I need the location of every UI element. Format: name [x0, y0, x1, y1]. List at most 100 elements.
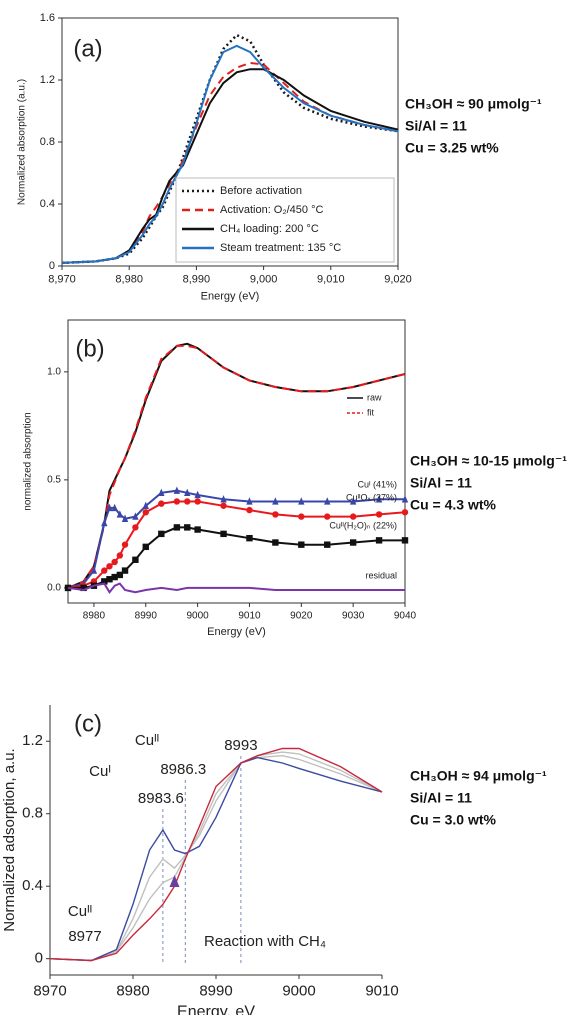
data-point [375, 495, 383, 503]
data-point [220, 495, 227, 503]
data-point [158, 500, 165, 507]
y-tick-label: 0.4 [40, 198, 55, 210]
data-point [158, 530, 165, 538]
side-note: CH₃OH ≈ 94 μmolg⁻¹ [410, 768, 547, 784]
data-point [158, 488, 165, 497]
x-tick-label: 8,970 [48, 274, 76, 286]
data-line [61, 68, 399, 264]
data-point [106, 563, 113, 570]
x-axis-label: Energy (eV) [207, 626, 266, 638]
data-point [324, 541, 331, 548]
data-point [184, 524, 191, 531]
data-point [272, 539, 279, 546]
y-tick-label: 0.0 [47, 583, 61, 594]
data-line [67, 344, 406, 589]
data-point [173, 524, 181, 531]
data-point [142, 501, 149, 509]
data-point [173, 486, 181, 494]
data-point [194, 526, 201, 533]
y-tick-label: 1.0 [47, 366, 61, 377]
annotation: Cuᴵᴵ [135, 732, 159, 749]
data-point [349, 497, 357, 505]
x-tick-label: 9,020 [384, 274, 412, 286]
data-line [61, 44, 399, 264]
data-point [173, 498, 181, 505]
y-axis-label: normalized absorption [23, 412, 34, 510]
legend-label: CH₄ loading: 200 °C [220, 223, 319, 235]
legend-label: fit [367, 407, 375, 417]
data-point [246, 534, 253, 542]
data-point [272, 497, 279, 505]
data-point [298, 513, 305, 520]
x-tick-label: 8990 [199, 982, 232, 999]
y-axis-label: Normalized absorption (a.u.) [17, 79, 28, 205]
data-point [90, 566, 98, 574]
arrow-head [169, 875, 180, 887]
data-point [220, 502, 227, 509]
data-point [111, 573, 118, 581]
data-point [324, 513, 331, 520]
series-label: Cuᴵᴵ(H₂O)ₙ (22%) [329, 521, 397, 531]
y-tick-label: 0.8 [22, 805, 43, 822]
x-tick-label: 8,990 [183, 274, 211, 286]
plot-frame [67, 319, 406, 604]
data-point [349, 513, 357, 520]
side-note: Si/Al = 11 [405, 118, 467, 134]
x-tick-label: 9030 [342, 611, 365, 622]
data-point [401, 537, 409, 544]
x-tick-label: 8,980 [115, 274, 143, 286]
x-tick-label: 9,010 [317, 274, 345, 286]
data-point [375, 511, 383, 518]
data-line [49, 751, 383, 962]
data-point [298, 497, 305, 505]
legend-label: Steam treatment: 135 °C [220, 242, 341, 254]
annotation: Reaction with CH₄ [204, 933, 326, 950]
x-axis-label: Energy (eV) [201, 291, 260, 303]
y-axis-label: Normalized adsorption, a.u. [1, 748, 18, 931]
data-point [298, 541, 305, 548]
data-point [194, 498, 201, 505]
data-point [246, 497, 253, 505]
data-point [64, 584, 72, 592]
x-tick-label: 8990 [135, 611, 158, 622]
y-tick-label: 1.2 [40, 74, 55, 86]
side-note: Si/Al = 11 [410, 475, 472, 491]
legend-label: Before activation [220, 185, 302, 197]
panel-label: (c) [74, 710, 102, 737]
x-tick-label: 9000 [282, 982, 315, 999]
data-point [132, 512, 139, 520]
data-point [106, 576, 113, 583]
data-point [80, 584, 87, 592]
data-point [111, 503, 118, 512]
x-axis-label: Energy, eV [177, 1004, 255, 1015]
data-point [349, 539, 357, 546]
reference-label: 8986.3 [160, 761, 206, 778]
data-point [142, 543, 149, 551]
data-point [132, 556, 139, 563]
annotation: Cuᴵᴵ [68, 903, 92, 920]
legend-label: Activation: O₂/450 °C [220, 204, 323, 216]
data-point [184, 498, 191, 505]
x-tick-label: 9040 [394, 611, 417, 622]
data-point [116, 552, 124, 559]
data-point [194, 490, 201, 499]
data-point [375, 537, 383, 544]
y-tick-label: 0.4 [22, 877, 43, 894]
panel-label: (a) [73, 35, 102, 62]
data-point [101, 578, 108, 585]
data-point [101, 567, 108, 574]
data-point [121, 514, 129, 522]
data-point [401, 509, 409, 516]
x-tick-label: 9020 [290, 611, 313, 622]
legend-label: raw [367, 392, 382, 402]
data-point [106, 503, 113, 512]
data-line [67, 489, 405, 589]
data-point [132, 524, 139, 531]
side-note: Cu = 3.25 wt% [405, 140, 499, 156]
data-point [121, 567, 129, 574]
side-note: Cu = 4.3 wt% [410, 497, 497, 513]
data-point [220, 530, 227, 538]
reference-label: 8983.6 [138, 790, 184, 807]
side-note: CH₃OH ≈ 10-15 μmolg⁻¹ [410, 453, 567, 469]
